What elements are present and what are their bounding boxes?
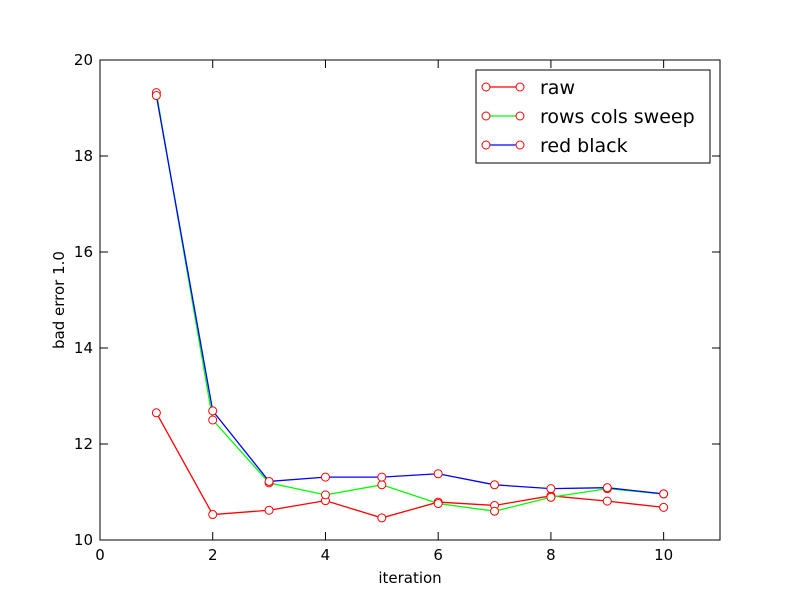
axis-ticks: 0 2 4 6 8 10 10 12 14 16 18 20 bbox=[74, 51, 720, 564]
series-red-black bbox=[151, 91, 669, 499]
data-point-raw bbox=[602, 496, 612, 506]
y-tick-label: 12 bbox=[74, 435, 93, 453]
legend-box bbox=[475, 69, 711, 164]
data-point-raw bbox=[151, 408, 161, 418]
data-point-rows-cols-sweep bbox=[320, 490, 330, 500]
data-point-raw bbox=[659, 502, 669, 512]
y-tick-label: 18 bbox=[74, 147, 93, 165]
data-point-red-black bbox=[490, 480, 500, 490]
x-tick-label: 0 bbox=[95, 546, 105, 564]
data-point-rows-cols-sweep bbox=[490, 506, 500, 516]
data-point-rows-cols-sweep bbox=[546, 492, 556, 502]
series-line-rows-cols-sweep bbox=[155, 92, 664, 512]
x-tick-label: 6 bbox=[433, 546, 443, 564]
data-point-rows-cols-sweep bbox=[208, 415, 218, 425]
data-point-red-black bbox=[208, 406, 218, 416]
legend-item-rows-cols-sweep: rows cols sweep bbox=[481, 106, 695, 128]
data-point-red-black bbox=[264, 476, 274, 486]
data-point-red-black bbox=[659, 489, 669, 499]
plot-frame bbox=[99, 59, 721, 541]
x-tick-label: 4 bbox=[321, 546, 331, 564]
data-point-red-black bbox=[151, 91, 161, 101]
data-point-raw bbox=[377, 513, 387, 523]
x-axis-label: iteration bbox=[378, 569, 441, 587]
legend-marker bbox=[481, 140, 491, 150]
x-tick-label: 2 bbox=[208, 546, 218, 564]
legend-marker bbox=[515, 82, 525, 92]
y-tick-label: 20 bbox=[74, 51, 93, 69]
data-point-red-black bbox=[602, 483, 612, 493]
y-axis-label: bad error 1.0 bbox=[50, 251, 68, 349]
data-point-red-black bbox=[377, 472, 387, 482]
legend-item-red-black: red black bbox=[481, 135, 628, 157]
legend-label: rows cols sweep bbox=[540, 106, 695, 128]
y-tick-label: 16 bbox=[74, 243, 93, 261]
legend-marker bbox=[481, 82, 491, 92]
legend-label: raw bbox=[540, 77, 575, 99]
data-point-red-black bbox=[433, 469, 443, 479]
plot-area bbox=[151, 88, 669, 523]
legend-marker bbox=[515, 140, 525, 150]
data-point-rows-cols-sweep bbox=[377, 480, 387, 490]
y-tick-label: 14 bbox=[74, 339, 93, 357]
data-point-raw bbox=[208, 510, 218, 520]
x-tick-label: 8 bbox=[546, 546, 556, 564]
series-line-red-black bbox=[155, 95, 664, 495]
data-point-red-black bbox=[546, 484, 556, 494]
series-line-raw bbox=[155, 412, 664, 519]
data-point-red-black bbox=[320, 472, 330, 482]
legend: raw rows cols sweep red black bbox=[475, 69, 711, 164]
data-point-rows-cols-sweep bbox=[433, 499, 443, 509]
data-point-raw bbox=[264, 505, 274, 515]
y-tick-label: 10 bbox=[74, 531, 93, 549]
x-tick-label: 10 bbox=[654, 546, 673, 564]
legend-marker bbox=[481, 111, 491, 121]
legend-label: red black bbox=[540, 135, 628, 157]
legend-item-raw: raw bbox=[481, 77, 575, 99]
legend-marker bbox=[515, 111, 525, 121]
